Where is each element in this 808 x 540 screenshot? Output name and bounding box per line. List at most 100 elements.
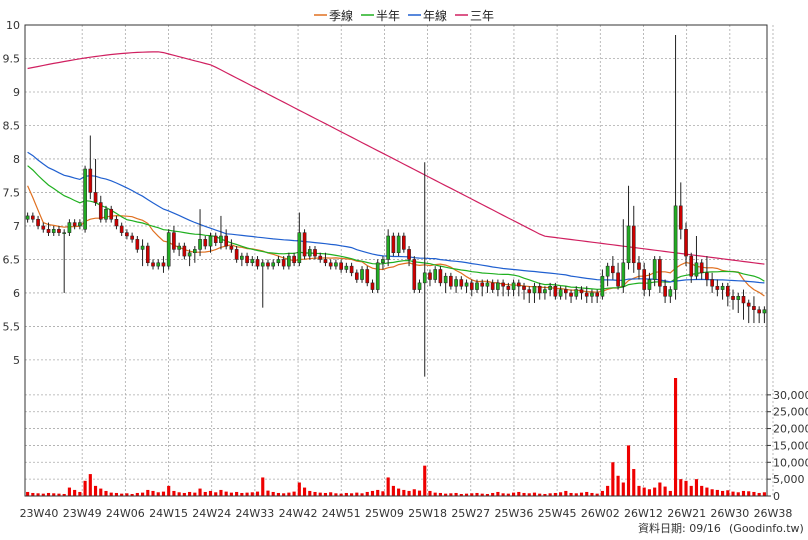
volume-bar <box>208 490 213 496</box>
candle-body <box>334 262 338 267</box>
ma-line-季線 <box>27 185 765 297</box>
candle-body <box>72 222 77 227</box>
legend-label-年線: 年線 <box>423 8 447 23</box>
candle-body <box>156 262 161 267</box>
x-tick-label: 24W15 <box>149 507 188 520</box>
volume-bar <box>120 493 124 496</box>
candle-body <box>511 282 516 290</box>
x-tick-label: 24W51 <box>322 507 361 520</box>
candle-body <box>78 222 82 227</box>
volume-bar <box>731 491 735 496</box>
volume-bar <box>292 491 296 496</box>
volume-bar <box>308 490 312 496</box>
candle-body <box>219 235 223 243</box>
price-tick-label: 5.5 <box>3 320 21 333</box>
volume-bar <box>83 480 87 496</box>
volume-bar <box>313 491 317 496</box>
volume-bar <box>156 492 160 496</box>
footer-date: 資料日期: 09/16 <box>638 521 721 535</box>
price-tick-label: 7 <box>13 220 20 233</box>
candle-body <box>187 252 192 257</box>
candle-body <box>41 225 46 230</box>
volume-axis: 0 5,000 10,000 15,000 20,000 25,000 30,000 <box>767 389 808 503</box>
x-tick-label: 24W42 <box>279 507 318 520</box>
volume-bar <box>318 492 322 496</box>
candle-body <box>652 259 657 280</box>
candle-body <box>318 255 323 260</box>
candle-body <box>213 235 218 243</box>
volume-tick-label: 20,000 <box>773 423 808 436</box>
candle-body <box>266 262 270 267</box>
volume-bar <box>323 492 328 496</box>
candle-body <box>522 285 526 290</box>
volume-bar <box>219 489 223 496</box>
candle-body <box>260 262 265 267</box>
volume-bar <box>125 493 129 496</box>
volume-bar <box>616 475 620 496</box>
candle-body <box>109 208 114 220</box>
candle-body <box>537 285 542 294</box>
volume-bar <box>104 490 108 496</box>
volume-bar <box>611 462 615 496</box>
volume-bar <box>564 490 568 496</box>
candle-body <box>281 259 286 267</box>
candle-body <box>725 285 730 297</box>
volume-bar <box>548 493 552 496</box>
volume-bar <box>668 490 672 496</box>
volume-bar <box>109 492 113 496</box>
volume-bar <box>282 493 286 496</box>
candle-body <box>292 255 296 264</box>
volume-bar <box>512 492 516 496</box>
candle-body <box>349 265 354 274</box>
volume-bar <box>214 492 218 496</box>
volume-bar <box>762 492 766 496</box>
candle-body <box>705 272 709 280</box>
candle-body <box>67 222 72 233</box>
volume-bar <box>245 492 249 496</box>
candle-body <box>360 269 364 280</box>
candle-body <box>668 289 673 297</box>
volume-bar <box>88 474 92 496</box>
legend-label-三年: 三年 <box>470 9 494 23</box>
volume-bar <box>600 490 604 496</box>
volume-bar <box>365 491 369 496</box>
candle-body <box>307 249 312 257</box>
candle-body <box>637 262 641 270</box>
legend: 季線 半年 年線 三年 <box>314 8 494 23</box>
candle-body <box>276 259 281 264</box>
volume-bar <box>480 493 484 496</box>
candle-body <box>731 296 735 300</box>
volume-bar <box>621 482 625 496</box>
candle-body <box>229 245 234 250</box>
candle-body <box>443 275 448 284</box>
plot-frame <box>24 24 768 497</box>
candle-body <box>198 239 202 250</box>
volume-bar <box>412 489 416 496</box>
volume-bar <box>433 492 437 496</box>
candle-body <box>51 229 56 233</box>
x-tick-label: 25W27 <box>451 507 490 520</box>
volume-bar <box>517 491 521 496</box>
candle-body <box>485 282 490 287</box>
candle-body <box>631 225 636 264</box>
legend-label-半年: 半年 <box>376 9 400 23</box>
volume-bar <box>642 487 646 496</box>
volume-bar <box>700 485 704 496</box>
volume-bar <box>454 492 458 496</box>
volume-bar <box>151 490 155 496</box>
candle-body <box>177 245 181 250</box>
candle-body <box>287 255 291 267</box>
volume-bar <box>46 492 51 496</box>
candle-body <box>114 218 119 227</box>
volume-bar <box>407 490 411 496</box>
candle-body <box>516 282 521 287</box>
candle-body <box>590 292 594 297</box>
volume-bar <box>663 486 667 496</box>
candle-body <box>564 289 568 294</box>
candle-body <box>31 215 35 220</box>
volume-bar <box>261 477 265 496</box>
volume-bar <box>705 487 709 496</box>
volume-bar <box>417 490 422 496</box>
x-tick-label: 26W38 <box>754 507 793 520</box>
